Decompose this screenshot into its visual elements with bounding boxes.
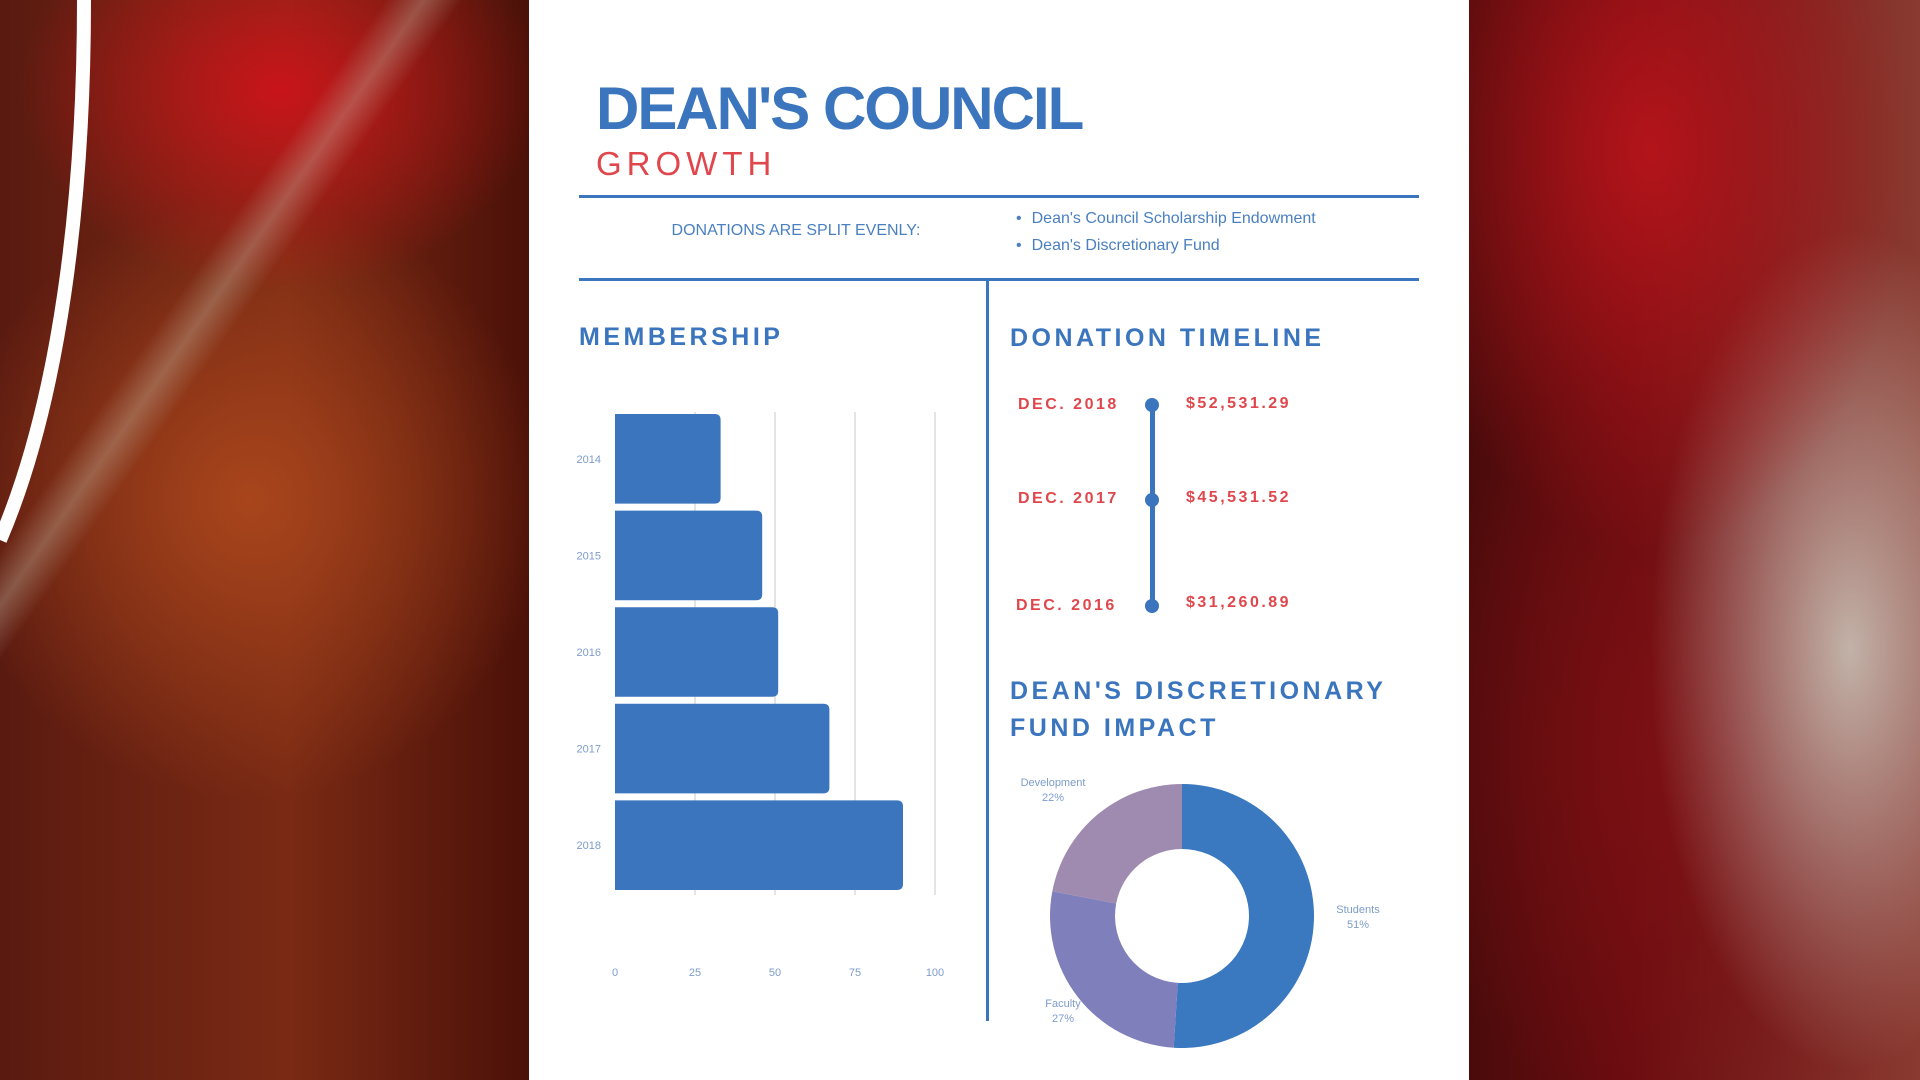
slice-percent: 27% — [1052, 1013, 1074, 1025]
impact-heading-line1: DEAN'S DISCRETIONARY — [1010, 677, 1387, 705]
slice-label: Development — [1021, 777, 1086, 789]
x-tick-label: 75 — [849, 967, 861, 979]
split-list: Dean's Council Scholarship Endowment Dea… — [1016, 210, 1316, 264]
y-tick-label: 2015 — [577, 550, 601, 562]
timeline-date: DEC. 2016 — [1016, 597, 1117, 614]
membership-bar-chart: 0 25 50 75 100 2014 2015 2016 2017 2018 — [577, 412, 944, 979]
slice-label: Students — [1336, 904, 1380, 916]
bar-2014 — [615, 414, 721, 504]
timeline-amount: $31,260.89 — [1186, 594, 1292, 611]
slice-label: Faculty — [1045, 998, 1081, 1010]
timeline-dot — [1145, 599, 1159, 613]
timeline-amount: $52,531.29 — [1186, 395, 1292, 412]
split-item: Dean's Discretionary Fund — [1016, 237, 1316, 264]
bar-2018 — [615, 800, 903, 890]
slice-percent: 51% — [1347, 919, 1369, 931]
timeline-heading: DONATION TIMELINE — [1010, 324, 1325, 352]
divider-middle — [579, 278, 1419, 281]
timeline-amount: $45,531.52 — [1186, 489, 1292, 506]
divider-vertical — [986, 281, 989, 1021]
split-item: Dean's Council Scholarship Endowment — [1016, 210, 1316, 237]
donut-slice-faculty — [1050, 891, 1178, 1048]
x-tick-label: 25 — [689, 967, 701, 979]
y-tick-label: 2016 — [577, 647, 601, 659]
donut-slice-development — [1052, 784, 1182, 904]
y-tick-label: 2018 — [577, 840, 601, 852]
divider-top — [579, 195, 1419, 198]
bar-2016 — [615, 607, 779, 697]
background-arc — [0, 0, 91, 543]
impact-donut-chart: Students 51% Faculty 27% Development 22% — [1021, 777, 1380, 1048]
x-tick-label: 100 — [926, 967, 944, 979]
donut-slice-students — [1173, 784, 1314, 1048]
timeline-dot — [1145, 493, 1159, 507]
timeline-dot — [1145, 398, 1159, 412]
x-tick-label: 0 — [612, 967, 618, 979]
slice-percent: 22% — [1042, 792, 1064, 804]
bar-2015 — [615, 510, 763, 601]
bar-2017 — [615, 703, 830, 794]
y-tick-label: 2017 — [577, 744, 601, 756]
timeline-date: DEC. 2018 — [1018, 396, 1119, 413]
timeline-date: DEC. 2017 — [1018, 490, 1119, 507]
impact-heading-line2: FUND IMPACT — [1010, 714, 1219, 742]
x-tick-label: 50 — [769, 967, 781, 979]
membership-heading: MEMBERSHIP — [579, 323, 784, 351]
split-label: DONATIONS ARE SPLIT EVENLY: — [671, 222, 921, 239]
page-subtitle: GROWTH — [596, 145, 777, 182]
y-tick-label: 2014 — [577, 454, 601, 466]
page-title: DEAN'S COUNCIL — [596, 75, 1084, 142]
